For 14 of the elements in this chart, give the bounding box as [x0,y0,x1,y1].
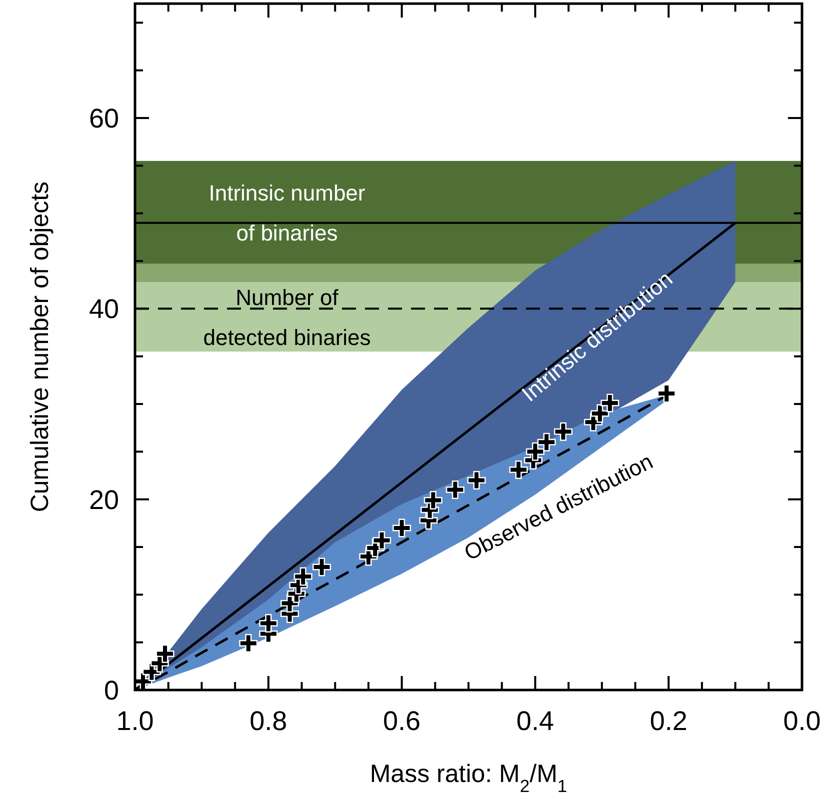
x-tick-label: 0.4 [516,706,554,736]
band-label: Intrinsic number of binaries [208,180,366,246]
x-tick-label: 0.6 [383,706,421,736]
x-tick-label: 0.0 [783,706,821,736]
x-axis-title: Mass ratio: M$_{2}$/M$_{1}$ [370,760,568,796]
x-tick-label: 0.2 [650,706,688,736]
y-axis-title: Cumulative number of objects [26,181,54,512]
y-tick-label: 0 [104,675,119,706]
y-tick-label: 40 [88,294,119,324]
band-label: Number of detected binaries [203,284,371,350]
x-tick-label: 0.8 [250,706,288,736]
y-tick-label: 20 [88,484,119,515]
y-tick-label: 60 [88,103,119,134]
x-tick-label: 1.0 [116,706,154,736]
